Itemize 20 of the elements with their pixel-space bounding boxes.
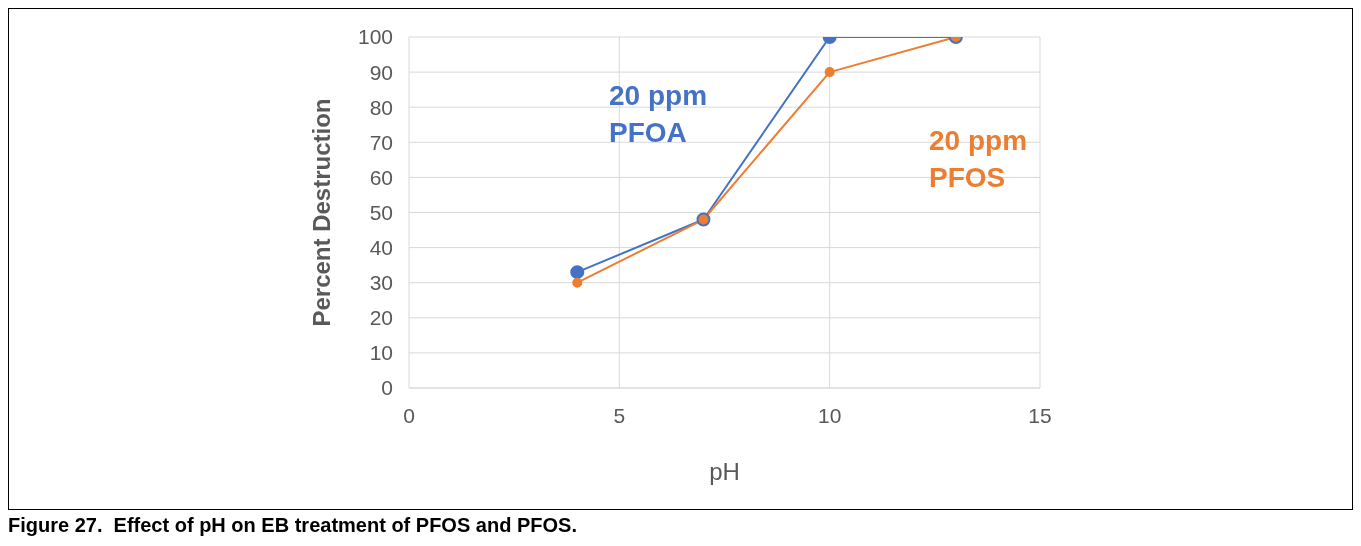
y-tick-label: 60	[369, 165, 393, 189]
y-tick-label: 10	[369, 341, 393, 365]
y-axis-title: Percent Destruction	[307, 98, 335, 327]
y-tick-label: 20	[369, 306, 393, 330]
y-tick-label: 90	[369, 60, 393, 84]
y-tick-label: 70	[369, 130, 393, 154]
x-tick-label: 5	[613, 403, 626, 427]
text: 20 ppm PFOS	[929, 124, 1028, 195]
x-tick-label: 10	[817, 403, 842, 427]
y-tick-label: 50	[369, 200, 393, 224]
y-tick-label: 40	[369, 236, 393, 260]
x-axis-title: pH	[709, 458, 740, 485]
y-tick-label: 0	[381, 376, 393, 400]
y-tick-label: 80	[369, 95, 393, 119]
x-tick-label: 0	[403, 403, 415, 427]
x-tick-label: 15	[1028, 403, 1052, 427]
series-label: 20 ppm PFOA	[609, 79, 708, 150]
caption: Figure 27. Effect of pH on EB treatment of PFOS and PFOS.	[8, 514, 578, 537]
y-tick-label: 30	[369, 271, 393, 295]
y-tick-label: 100	[357, 25, 393, 49]
